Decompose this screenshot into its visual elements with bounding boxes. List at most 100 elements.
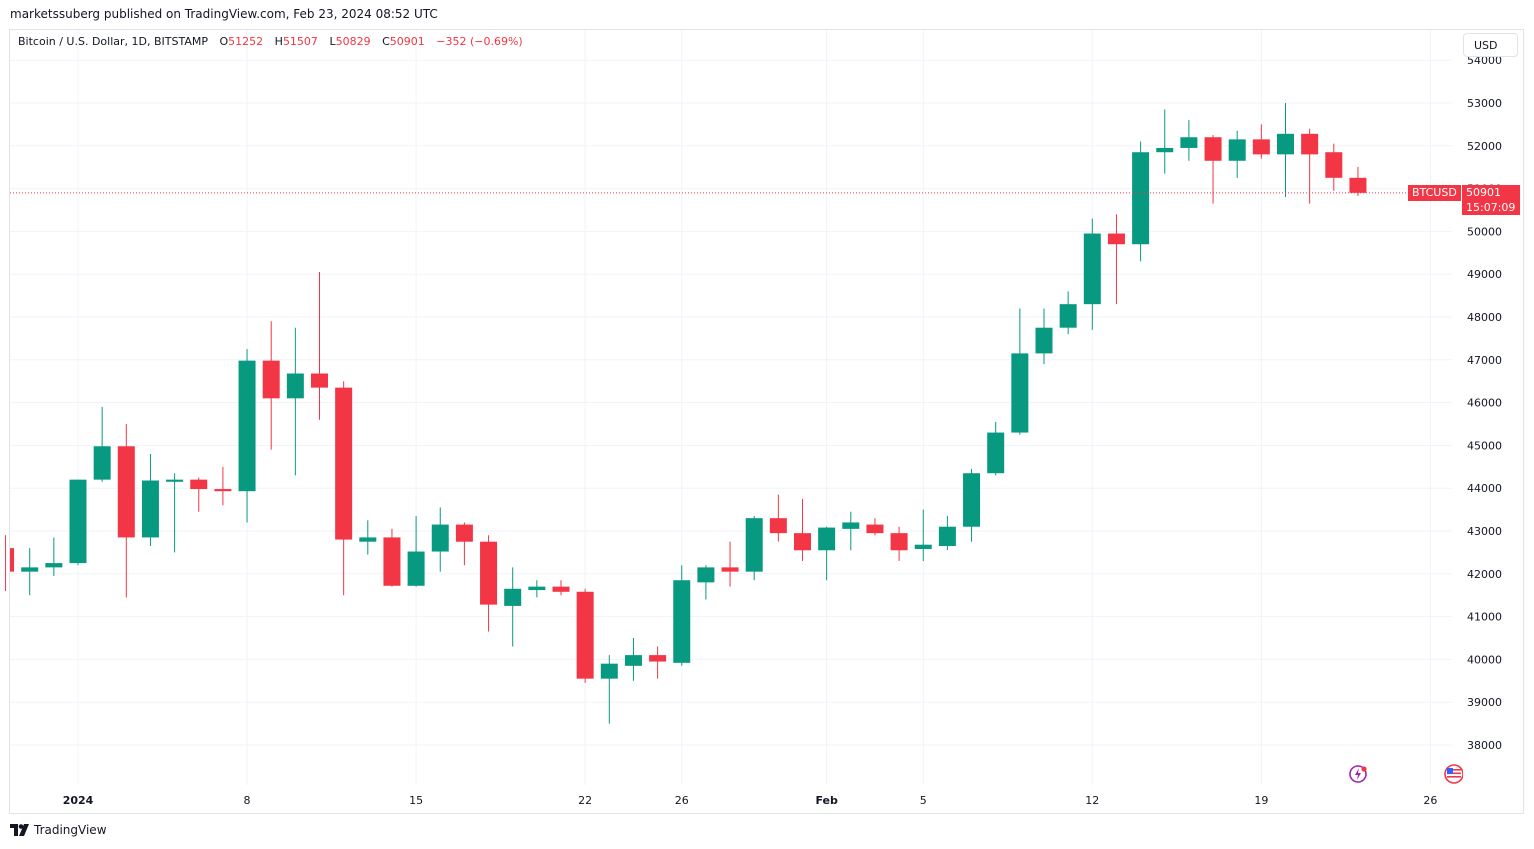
candle-up[interactable] [938, 516, 956, 551]
candle-body [10, 548, 15, 572]
candle-body [431, 524, 449, 552]
candle-down[interactable] [769, 494, 787, 542]
candle-up[interactable] [1180, 120, 1198, 161]
candle-body [335, 387, 353, 540]
candle-up[interactable] [141, 453, 159, 546]
candle-body [238, 360, 256, 492]
candle-down[interactable] [1107, 214, 1125, 305]
x-tick-label: 19 [1254, 794, 1268, 807]
candle-down[interactable] [117, 424, 135, 598]
candle-up[interactable] [1035, 308, 1053, 365]
candle-up[interactable] [21, 548, 39, 596]
candle-up[interactable] [818, 526, 836, 581]
y-tick-label: 41000 [1467, 611, 1502, 624]
candle-body [818, 527, 836, 551]
candle-up[interactable] [1132, 141, 1150, 262]
candle-down[interactable] [649, 646, 667, 679]
candle-up[interactable] [987, 421, 1005, 476]
candle-body [504, 588, 522, 606]
candle-body [1107, 233, 1125, 245]
currency-button[interactable]: USD [1463, 33, 1518, 57]
y-tick-label: 47000 [1467, 354, 1502, 367]
candle-body [938, 526, 956, 546]
candle-up[interactable] [1228, 130, 1246, 178]
legend-close-value: 50901 [389, 35, 425, 48]
candle-up[interactable] [528, 580, 546, 598]
x-tick-label: 26 [1423, 794, 1437, 807]
candle-up[interactable] [166, 473, 184, 553]
candle-body [214, 489, 232, 492]
candle-down[interactable] [721, 541, 739, 587]
candle-down[interactable] [552, 580, 570, 596]
candle-down[interactable] [262, 321, 280, 450]
candle-down[interactable] [480, 535, 498, 632]
candle-down[interactable] [890, 526, 908, 561]
x-tick-label: 15 [409, 794, 423, 807]
candle-down[interactable] [5, 535, 15, 591]
us-flag-icon[interactable] [1443, 763, 1463, 785]
symbol-price-tag: BTCUSD [1408, 185, 1461, 201]
x-tick-label: 2024 [63, 794, 94, 807]
candle-body [1180, 137, 1198, 148]
candle-up[interactable] [1156, 109, 1174, 174]
publisher-line: marketssuberg published on TradingView.c… [10, 7, 438, 21]
candle-up[interactable] [624, 638, 642, 681]
candle-down[interactable] [1252, 124, 1270, 159]
candle-up[interactable] [69, 479, 87, 566]
candle-down[interactable] [1301, 128, 1319, 204]
candle-up[interactable] [1277, 103, 1294, 198]
candle-up[interactable] [431, 507, 449, 572]
candle-up[interactable] [238, 349, 256, 523]
candle-down[interactable] [794, 498, 811, 561]
candle-body [1035, 327, 1053, 354]
footer-brand[interactable]: TradingView [34, 823, 107, 837]
candle-up[interactable] [286, 327, 304, 476]
candle-up[interactable] [697, 565, 715, 600]
candle-down[interactable] [190, 477, 208, 512]
candle-body [1301, 133, 1319, 155]
y-tick-label: 38000 [1467, 739, 1502, 752]
candle-up[interactable] [1059, 291, 1077, 335]
legend-low-value: 50829 [335, 35, 371, 48]
candle-up[interactable] [45, 537, 63, 576]
candle-down[interactable] [214, 466, 232, 506]
chart-legend: Bitcoin / U.S. Dollar, 1D, BITSTAMP O512… [18, 35, 523, 48]
candle-up[interactable] [359, 520, 377, 555]
candle-up[interactable] [407, 516, 425, 587]
candle-body [480, 541, 498, 605]
candle-body [794, 533, 811, 551]
candle-down[interactable] [455, 522, 473, 566]
candle-down[interactable] [1325, 143, 1343, 191]
chart-frame [9, 29, 1524, 814]
candle-down[interactable] [335, 381, 353, 596]
candle-down[interactable] [311, 272, 328, 420]
candle-body [673, 580, 691, 663]
x-axis: 2024 8 15 22 26 Feb 5 12 19 26 [63, 794, 1438, 807]
candle-body [311, 373, 328, 388]
candle-up[interactable] [673, 565, 691, 666]
candle-down[interactable] [383, 528, 401, 587]
candle-up[interactable] [93, 406, 111, 482]
candle-up[interactable] [1011, 308, 1029, 435]
candle-up[interactable] [1083, 218, 1101, 330]
candle-body [721, 567, 739, 572]
candle-body [1011, 353, 1029, 433]
candle-up[interactable] [745, 516, 763, 581]
events-lightning-icon[interactable] [1348, 763, 1370, 785]
candle-down[interactable] [866, 518, 884, 536]
candle-down[interactable] [1204, 135, 1222, 204]
candle-up[interactable] [842, 511, 860, 551]
candle-body [1228, 139, 1246, 161]
x-tick-label: 12 [1085, 794, 1099, 807]
candle-up[interactable] [963, 468, 981, 542]
candle-down[interactable] [576, 588, 594, 683]
candle-body [141, 480, 159, 538]
candle-up[interactable] [914, 509, 932, 561]
candle-up[interactable] [504, 567, 522, 647]
candle-body [93, 446, 111, 480]
x-tick-label: 8 [244, 794, 251, 807]
candle-body [1083, 233, 1101, 305]
candle-down[interactable] [1349, 166, 1367, 196]
candle-up[interactable] [600, 655, 618, 724]
